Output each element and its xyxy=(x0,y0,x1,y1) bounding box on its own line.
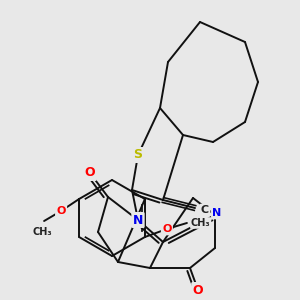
Text: O: O xyxy=(56,206,66,216)
Text: S: S xyxy=(134,148,142,161)
Text: O: O xyxy=(193,284,203,296)
Text: O: O xyxy=(162,224,172,234)
Text: N: N xyxy=(133,214,143,226)
Text: C: C xyxy=(201,205,209,215)
Text: N: N xyxy=(212,208,222,218)
Text: CH₃: CH₃ xyxy=(32,227,52,237)
Text: O: O xyxy=(85,167,95,179)
Text: CH₃: CH₃ xyxy=(191,218,211,228)
